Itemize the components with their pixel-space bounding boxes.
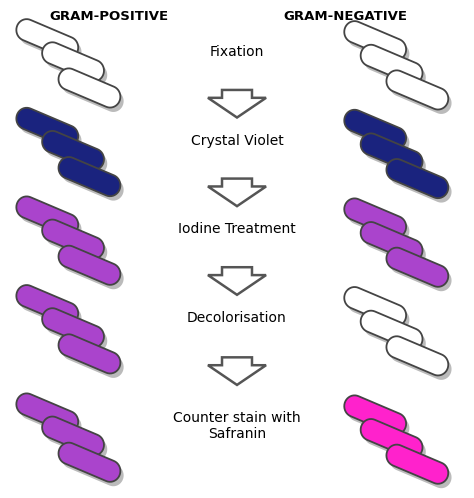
Polygon shape	[42, 131, 104, 170]
Polygon shape	[364, 315, 426, 354]
Polygon shape	[58, 443, 120, 482]
Polygon shape	[58, 334, 120, 374]
Polygon shape	[62, 339, 124, 378]
Polygon shape	[344, 110, 406, 149]
Polygon shape	[62, 447, 124, 486]
Polygon shape	[386, 248, 448, 287]
Text: Fixation: Fixation	[210, 45, 264, 59]
Polygon shape	[344, 21, 406, 60]
Polygon shape	[46, 313, 107, 352]
Polygon shape	[58, 157, 120, 196]
Polygon shape	[361, 222, 422, 261]
Polygon shape	[347, 400, 410, 439]
Polygon shape	[344, 287, 406, 326]
Polygon shape	[46, 47, 107, 86]
Polygon shape	[58, 246, 120, 285]
Polygon shape	[19, 398, 82, 437]
Polygon shape	[46, 135, 107, 174]
Polygon shape	[344, 395, 406, 435]
Polygon shape	[42, 42, 104, 82]
Polygon shape	[390, 341, 452, 380]
Polygon shape	[347, 25, 410, 65]
Text: Crystal Violet: Crystal Violet	[191, 133, 283, 148]
Polygon shape	[390, 163, 452, 203]
Polygon shape	[46, 224, 107, 263]
Polygon shape	[16, 19, 78, 58]
Polygon shape	[62, 73, 124, 112]
Polygon shape	[62, 161, 124, 201]
Polygon shape	[16, 196, 78, 236]
Polygon shape	[16, 285, 78, 324]
Polygon shape	[390, 252, 452, 291]
Polygon shape	[390, 449, 452, 488]
Polygon shape	[364, 138, 426, 177]
Polygon shape	[364, 227, 426, 265]
Polygon shape	[390, 75, 452, 114]
Text: Decolorisation: Decolorisation	[187, 311, 287, 325]
Text: GRAM-POSITIVE: GRAM-POSITIVE	[50, 10, 169, 23]
Polygon shape	[386, 70, 448, 110]
Polygon shape	[208, 179, 266, 206]
Polygon shape	[58, 68, 120, 108]
Polygon shape	[208, 90, 266, 118]
Polygon shape	[347, 291, 410, 331]
Polygon shape	[361, 133, 422, 172]
Polygon shape	[361, 419, 422, 458]
Text: Iodine Treatment: Iodine Treatment	[178, 222, 296, 237]
Polygon shape	[347, 114, 410, 153]
Polygon shape	[16, 393, 78, 433]
Polygon shape	[19, 201, 82, 240]
Polygon shape	[208, 267, 266, 295]
Text: GRAM-NEGATIVE: GRAM-NEGATIVE	[284, 10, 408, 23]
Polygon shape	[42, 308, 104, 348]
Polygon shape	[347, 203, 410, 242]
Polygon shape	[344, 198, 406, 238]
Polygon shape	[16, 108, 78, 147]
Polygon shape	[361, 45, 422, 84]
Polygon shape	[46, 421, 107, 460]
Polygon shape	[386, 159, 448, 198]
Polygon shape	[208, 358, 266, 385]
Text: Counter stain with
Safranin: Counter stain with Safranin	[173, 411, 301, 441]
Polygon shape	[42, 416, 104, 456]
Polygon shape	[364, 423, 426, 463]
Polygon shape	[386, 445, 448, 484]
Polygon shape	[361, 311, 422, 350]
Polygon shape	[62, 250, 124, 289]
Polygon shape	[42, 220, 104, 259]
Polygon shape	[386, 336, 448, 375]
Polygon shape	[19, 112, 82, 151]
Polygon shape	[19, 289, 82, 329]
Polygon shape	[19, 23, 82, 63]
Polygon shape	[364, 49, 426, 88]
